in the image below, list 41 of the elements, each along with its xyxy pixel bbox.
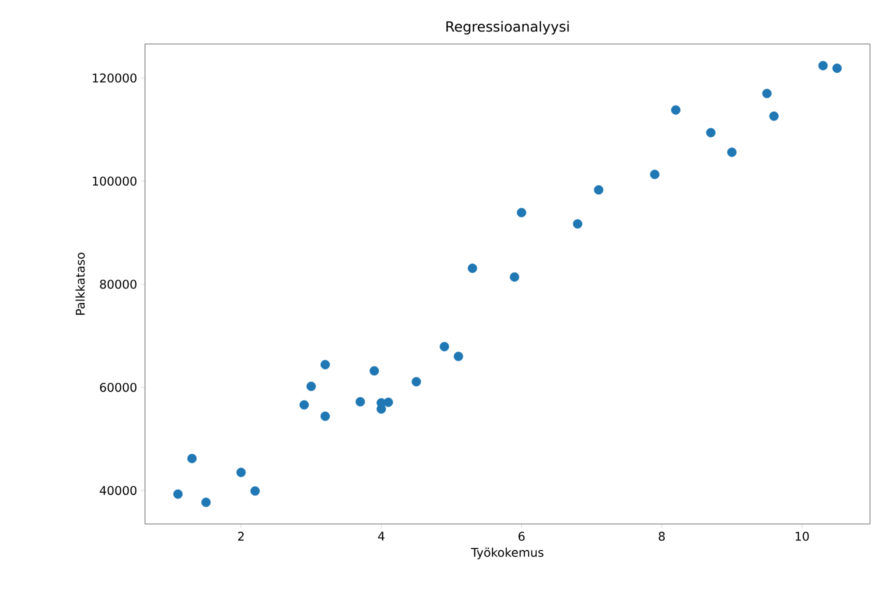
point xyxy=(454,352,464,362)
point xyxy=(320,360,330,370)
point xyxy=(356,397,365,406)
point xyxy=(370,366,379,376)
y-tick-label: 100000 xyxy=(92,176,136,186)
point xyxy=(832,64,842,73)
point xyxy=(250,486,260,496)
y-tick-label: 40000 xyxy=(100,486,136,495)
point xyxy=(320,412,330,421)
x-tick-label: 8 xyxy=(658,532,665,541)
point xyxy=(306,382,316,392)
chart-title: Regressioanalyysi xyxy=(446,20,569,34)
point xyxy=(299,400,309,410)
point xyxy=(510,272,520,282)
point xyxy=(818,60,828,70)
point xyxy=(384,398,394,408)
point xyxy=(468,264,478,273)
point xyxy=(762,88,772,98)
x-tick-label: 2 xyxy=(238,532,244,541)
x-axis-title: Työkokemus xyxy=(471,548,544,560)
x-tick-label: 4 xyxy=(378,532,384,540)
y-tick-label: 120000 xyxy=(92,73,136,83)
point xyxy=(671,105,680,115)
point xyxy=(173,489,183,499)
x-tick-label: 6 xyxy=(518,532,525,541)
point xyxy=(412,376,422,386)
point xyxy=(650,170,660,180)
point xyxy=(236,468,246,478)
y-tick-label: 60000 xyxy=(100,382,136,392)
point xyxy=(594,185,604,195)
point xyxy=(769,111,779,121)
point xyxy=(440,342,450,352)
point xyxy=(201,498,211,508)
y-axis-title: Palkkataso xyxy=(76,252,85,315)
point xyxy=(187,454,197,464)
x-tick-label: 10 xyxy=(796,532,809,541)
point xyxy=(727,148,737,157)
point xyxy=(516,208,526,218)
point xyxy=(572,219,582,229)
point xyxy=(706,128,716,138)
y-tick-label: 80000 xyxy=(100,280,136,289)
